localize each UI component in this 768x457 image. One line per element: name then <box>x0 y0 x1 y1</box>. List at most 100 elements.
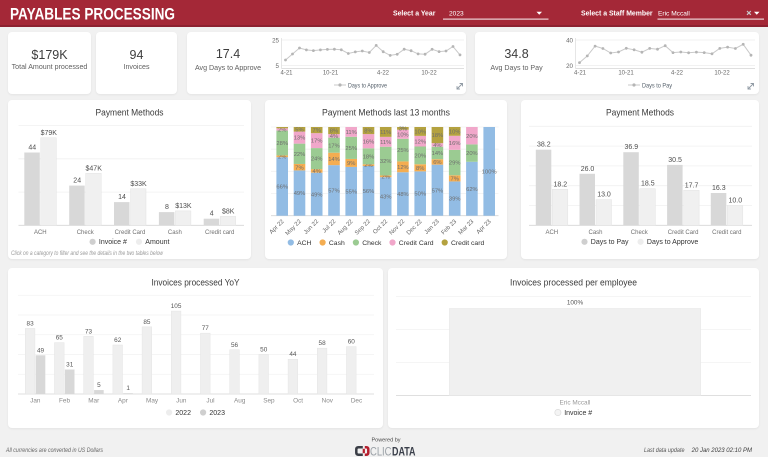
svg-text:Mar 23: Mar 23 <box>458 218 476 236</box>
svg-text:56: 56 <box>231 342 239 349</box>
svg-text:ACH: ACH <box>34 230 47 236</box>
svg-text:18%: 18% <box>363 154 375 160</box>
svg-text:100%: 100% <box>567 300 584 307</box>
svg-text:10%: 10% <box>397 132 409 138</box>
svg-text:10%: 10% <box>414 130 426 136</box>
svg-text:2%: 2% <box>364 163 372 169</box>
svg-text:4%: 4% <box>313 169 321 175</box>
svg-text:25: 25 <box>272 38 279 45</box>
svg-text:24%: 24% <box>311 157 323 163</box>
svg-text:48%: 48% <box>397 192 409 198</box>
svg-text:30.5: 30.5 <box>668 157 682 164</box>
svg-text:Feb 23: Feb 23 <box>441 218 459 236</box>
svg-text:10.0: 10.0 <box>728 198 742 205</box>
svg-text:2022: 2022 <box>175 410 191 417</box>
svg-text:Payment Methods: Payment Methods <box>96 108 164 118</box>
svg-text:Jul 22: Jul 22 <box>322 218 338 234</box>
svg-text:85: 85 <box>143 319 151 326</box>
svg-text:6%: 6% <box>433 160 441 166</box>
svg-text:12%: 12% <box>414 139 426 145</box>
svg-text:57%: 57% <box>328 189 340 195</box>
svg-text:ACH: ACH <box>297 240 311 247</box>
svg-text:10-22: 10-22 <box>421 71 437 77</box>
svg-text:8%: 8% <box>364 129 372 135</box>
svg-text:20 Jan 2023 02:10 PM: 20 Jan 2023 02:10 PM <box>691 448 752 454</box>
svg-text:Avg Days to Approve: Avg Days to Approve <box>195 64 261 72</box>
svg-text:7%: 7% <box>451 177 459 183</box>
svg-text:Dec 22: Dec 22 <box>406 218 424 236</box>
svg-text:34.8: 34.8 <box>504 47 528 61</box>
svg-text:7%: 7% <box>313 128 321 134</box>
svg-text:44: 44 <box>289 351 297 358</box>
svg-text:Cash: Cash <box>588 230 602 236</box>
svg-text:24: 24 <box>73 178 81 185</box>
svg-text:17.4: 17.4 <box>216 47 240 61</box>
svg-text:Credit card: Credit card <box>451 240 484 247</box>
svg-text:Payment Methods: Payment Methods <box>606 108 674 118</box>
svg-text:Cash: Cash <box>168 230 182 236</box>
svg-text:Cash: Cash <box>329 240 345 247</box>
svg-text:Credit card: Credit card <box>205 230 234 236</box>
svg-text:38.2: 38.2 <box>537 142 551 149</box>
svg-text:8: 8 <box>165 204 169 211</box>
svg-text:29%: 29% <box>449 161 461 167</box>
svg-text:14%: 14% <box>328 157 340 163</box>
svg-text:Eric Mccall: Eric Mccall <box>658 10 690 17</box>
svg-text:25%: 25% <box>397 148 409 154</box>
svg-text:$47K: $47K <box>86 165 103 172</box>
svg-text:$33K: $33K <box>130 181 147 188</box>
svg-text:16%: 16% <box>363 139 375 145</box>
svg-text:105: 105 <box>171 303 182 310</box>
svg-text:Select a Year: Select a Year <box>393 10 436 17</box>
svg-text:10-22: 10-22 <box>714 71 730 77</box>
svg-text:Amount: Amount <box>145 239 169 246</box>
svg-text:14: 14 <box>118 194 126 201</box>
svg-text:ACH: ACH <box>545 230 558 236</box>
svg-text:Payment Methods last 13 months: Payment Methods last 13 months <box>322 108 450 118</box>
svg-text:Invoice #: Invoice # <box>564 410 592 417</box>
svg-text:4-21: 4-21 <box>280 71 293 77</box>
svg-text:9%: 9% <box>347 161 355 167</box>
svg-text:26.0: 26.0 <box>581 166 595 173</box>
svg-text:Oct: Oct <box>293 398 303 405</box>
svg-text:Days to Approve: Days to Approve <box>647 239 698 246</box>
svg-text:14%: 14% <box>432 151 444 157</box>
svg-text:32%: 32% <box>380 159 392 165</box>
svg-text:20: 20 <box>566 63 573 70</box>
svg-text:Invoices processed YoY: Invoices processed YoY <box>152 278 240 288</box>
svg-text:4-21: 4-21 <box>574 71 587 77</box>
svg-text:Dec: Dec <box>351 398 363 405</box>
svg-text:4-22: 4-22 <box>377 71 390 77</box>
svg-text:17%: 17% <box>311 139 323 145</box>
svg-text:100%: 100% <box>482 169 497 175</box>
svg-text:13.0: 13.0 <box>597 192 611 199</box>
svg-text:66%: 66% <box>276 185 288 191</box>
svg-text:55%: 55% <box>345 189 357 195</box>
svg-text:Jan: Jan <box>30 398 41 405</box>
svg-text:Click on a category to filter: Click on a category to filter and see th… <box>11 251 164 257</box>
svg-text:36.9: 36.9 <box>624 144 638 151</box>
svg-text:20%: 20% <box>466 151 478 157</box>
svg-text:4%: 4% <box>330 134 338 140</box>
svg-text:77: 77 <box>202 325 210 332</box>
svg-text:4: 4 <box>210 211 214 218</box>
svg-text:8%: 8% <box>416 166 424 172</box>
svg-text:5%: 5% <box>295 127 303 133</box>
svg-text:Check: Check <box>362 240 382 247</box>
svg-text:83: 83 <box>27 320 35 327</box>
svg-text:Credit Card: Credit Card <box>668 230 699 236</box>
svg-text:$8K: $8K <box>222 208 235 215</box>
svg-text:10-21: 10-21 <box>618 71 634 77</box>
svg-text:Credit card: Credit card <box>712 230 741 236</box>
svg-text:13%: 13% <box>294 136 306 142</box>
svg-text:Check: Check <box>631 230 649 236</box>
svg-text:12%: 12% <box>397 165 409 171</box>
svg-text:2%: 2% <box>278 154 286 160</box>
svg-text:Check: Check <box>77 230 95 236</box>
svg-text:7%: 7% <box>295 165 303 171</box>
svg-text:31: 31 <box>66 362 74 369</box>
svg-text:Powered by: Powered by <box>371 437 400 443</box>
svg-text:73: 73 <box>85 328 93 335</box>
svg-text:Last data update: Last data update <box>644 448 685 454</box>
svg-text:57%: 57% <box>432 188 444 194</box>
